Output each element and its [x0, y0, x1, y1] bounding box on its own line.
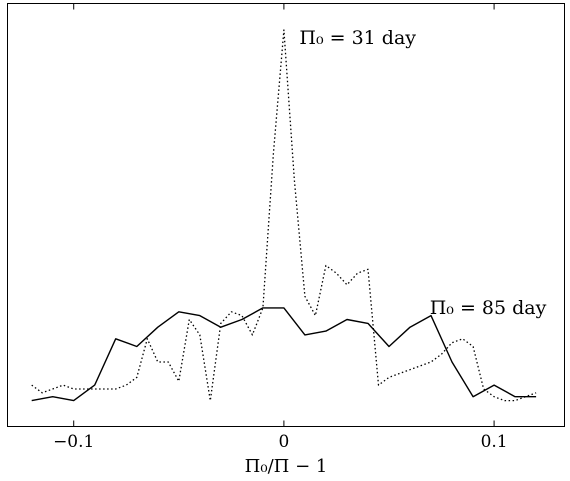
x-ticks: −0.1 0 0.1	[53, 3, 508, 452]
series-line-solid	[31, 307, 537, 402]
annotations: Π₀ = 31 day Π₀ = 85 day	[299, 27, 546, 319]
series-group	[31, 29, 537, 402]
x-axis-label: Π₀/Π − 1	[245, 456, 328, 477]
x-tick-label: −0.1	[53, 432, 94, 452]
x-tick-label: 0.1	[481, 432, 508, 452]
x-tick-label: 0	[278, 432, 289, 452]
series-line-dotted	[31, 29, 537, 402]
series-annotation: Π₀ = 85 day	[430, 297, 547, 319]
series-annotation: Π₀ = 31 day	[299, 27, 416, 49]
plot-frame	[7, 3, 565, 427]
